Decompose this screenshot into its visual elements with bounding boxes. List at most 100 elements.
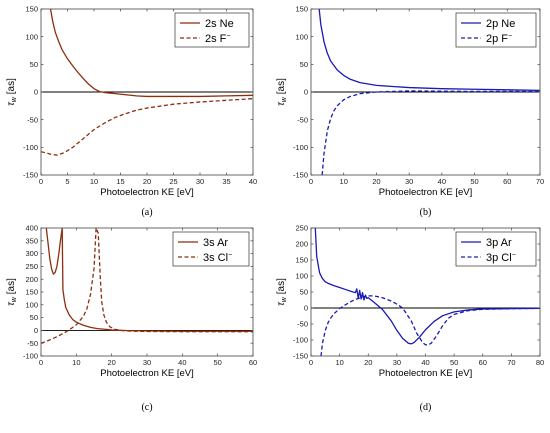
x-axis-label: Photoelectron KE [eV] <box>379 368 472 379</box>
x-tick-label: 10 <box>340 177 348 186</box>
legend-box <box>174 12 250 48</box>
x-tick-label: 0 <box>39 358 43 367</box>
y-axis-label: τw [as] <box>276 278 288 306</box>
legend-entry-1: 2s Ne <box>205 18 234 30</box>
x-tick-label: 5 <box>65 177 69 186</box>
y-tick-label: 0 <box>34 326 38 335</box>
legend-entry-1: 3p Ar <box>486 237 512 249</box>
x-tick-label: 40 <box>178 358 186 367</box>
y-tick-label: 300 <box>25 249 38 258</box>
y-tick-label: 50 <box>300 60 308 69</box>
x-axis-label: Photoelectron KE [eV] <box>379 187 472 198</box>
y-tick-label: 250 <box>25 262 38 271</box>
y-axis-label: τw [as] <box>276 78 288 106</box>
y-tick-label: 50 <box>300 288 308 297</box>
x-tick-label: 10 <box>72 358 80 367</box>
y-tick-label: 200 <box>295 240 308 249</box>
x-tick-label: 40 <box>249 177 257 186</box>
y-axis-label: τw [as] <box>6 278 18 306</box>
x-tick-label: 20 <box>364 358 372 367</box>
y-tick-label: -150 <box>293 171 308 180</box>
legend-entry-1: 3s Ar <box>203 237 228 249</box>
y-tick-label: -50 <box>27 339 38 348</box>
y-tick-label: 200 <box>25 275 38 284</box>
y-tick-label: 100 <box>25 300 38 309</box>
series-line-1 <box>318 9 540 91</box>
x-tick-label: 30 <box>405 177 413 186</box>
panel-label: (d) <box>420 402 432 413</box>
y-tick-label: 150 <box>25 5 38 14</box>
x-tick-label: 40 <box>438 177 446 186</box>
series-line-2 <box>321 90 540 175</box>
legend-entry-2: 2s F− <box>205 33 231 45</box>
y-tick-label: 150 <box>295 5 308 14</box>
x-tick-label: 70 <box>507 358 515 367</box>
x-axis-label: Photoelectron KE [eV] <box>100 187 193 198</box>
y-axis-label: τw [as] <box>6 78 18 106</box>
panel-label: (a) <box>141 207 152 218</box>
y-tick-label: 350 <box>25 236 38 245</box>
panel-label: (c) <box>141 402 152 413</box>
y-tick-label: -150 <box>293 352 308 361</box>
x-tick-label: 60 <box>503 177 511 186</box>
x-tick-label: 0 <box>39 177 43 186</box>
y-tick-label: 50 <box>30 60 38 69</box>
x-tick-label: 10 <box>335 358 343 367</box>
x-tick-label: 80 <box>536 358 544 367</box>
series-line-1 <box>314 228 540 345</box>
x-axis-label: Photoelectron KE [eV] <box>100 368 193 379</box>
x-tick-label: 70 <box>536 177 544 186</box>
chart-panel-c: 0 10 20 30 40 50 60 -100 -50 0 50 100 150 200 250 300 35… <box>6 224 257 413</box>
y-tick-label: 400 <box>25 224 38 233</box>
y-tick-label: -50 <box>27 115 38 124</box>
x-tick-label: 20 <box>372 177 380 186</box>
legend-box <box>455 231 537 267</box>
x-tick-label: 0 <box>309 358 313 367</box>
legend-box <box>172 231 250 267</box>
series-line-2 <box>41 97 253 156</box>
y-tick-label: -100 <box>293 336 308 345</box>
legend-box <box>455 12 537 48</box>
y-tick-label: 100 <box>25 32 38 41</box>
y-tick-label: -50 <box>297 115 308 124</box>
x-tick-label: 30 <box>393 358 401 367</box>
legend-entry-2: 3p Cl− <box>486 252 516 264</box>
x-tick-label: 25 <box>169 177 177 186</box>
legend-entry-1: 2p Ne <box>486 18 515 30</box>
x-tick-label: 15 <box>116 177 124 186</box>
x-tick-label: 40 <box>421 358 429 367</box>
x-tick-label: 0 <box>309 177 313 186</box>
x-tick-label: 20 <box>107 358 115 367</box>
y-tick-label: -100 <box>23 352 38 361</box>
y-tick-label: 150 <box>295 256 308 265</box>
series-line-1 <box>49 9 253 98</box>
y-tick-label: 50 <box>30 313 38 322</box>
y-tick-label: 0 <box>34 88 38 97</box>
series-line-2 <box>41 228 253 344</box>
x-tick-label: 60 <box>479 358 487 367</box>
y-tick-label: -100 <box>293 143 308 152</box>
x-tick-label: 10 <box>90 177 98 186</box>
y-tick-label: 0 <box>304 88 308 97</box>
y-tick-label: -150 <box>23 171 38 180</box>
y-tick-label: -50 <box>297 320 308 329</box>
x-tick-label: 60 <box>249 358 257 367</box>
panel-label: (b) <box>420 207 432 218</box>
chart-panel-b: 0 10 20 30 40 50 60 70 -150 -100 -50 0 50 100 150 Photo… <box>276 5 544 218</box>
x-tick-label: 30 <box>143 358 151 367</box>
chart-panel-d: 0 10 20 30 40 50 60 70 80 -150 -100 -50 0 50 100 150 200… <box>276 224 544 413</box>
legend-entry-2: 2p F− <box>486 33 512 45</box>
x-tick-label: 35 <box>222 177 230 186</box>
x-tick-label: 50 <box>213 358 221 367</box>
chart-panel-a: 0 5 10 15 20 25 30 35 40 -150 -100 -50 0 50 100 150 Phot… <box>6 5 257 218</box>
legend-entry-2: 3s Cl− <box>203 252 232 264</box>
y-tick-label: 150 <box>25 288 38 297</box>
y-tick-label: -100 <box>23 143 38 152</box>
y-tick-label: 0 <box>304 304 308 313</box>
series-line-2 <box>320 295 540 356</box>
x-tick-label: 50 <box>450 358 458 367</box>
y-tick-label: 100 <box>295 32 308 41</box>
x-tick-label: 20 <box>143 177 151 186</box>
y-tick-label: 100 <box>295 272 308 281</box>
